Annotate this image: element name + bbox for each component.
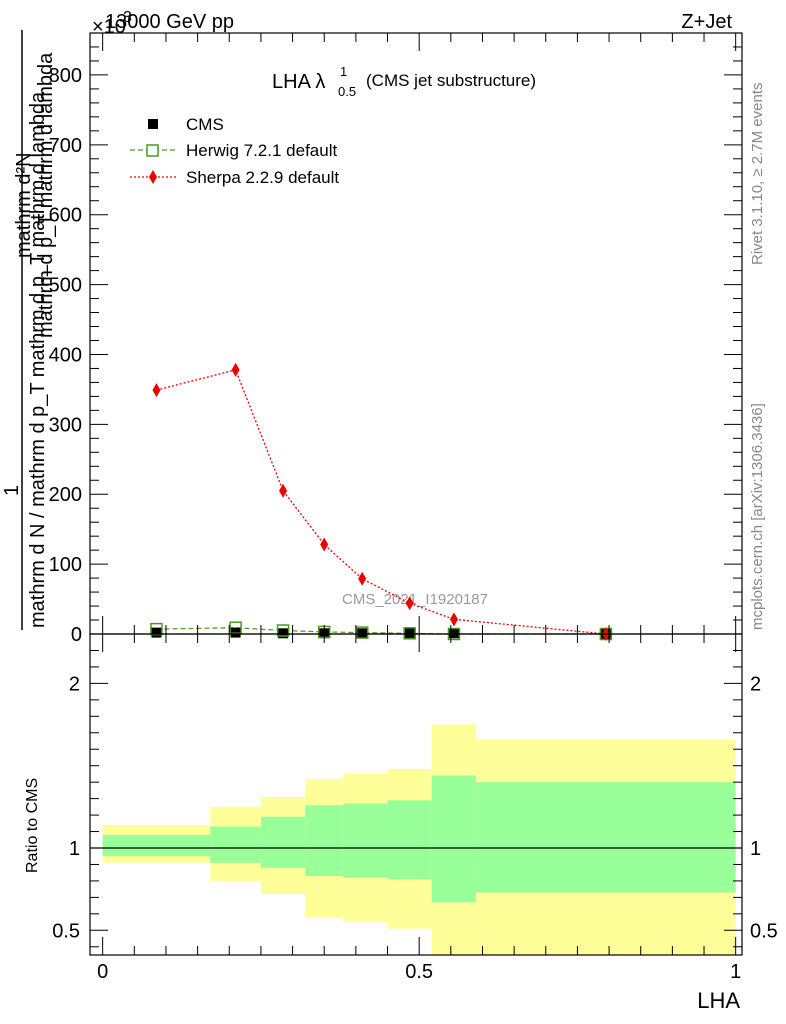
legend-item-cms: CMS — [148, 115, 224, 134]
inner-band-7 — [476, 782, 736, 893]
ratio-frame — [89, 633, 743, 956]
ratio-ytick-label-right: 0.5 — [750, 920, 778, 942]
ylabel-denominator-top: mathrm d p_T mathrm d lambda — [35, 52, 57, 338]
cms-point — [357, 628, 368, 639]
header-right: Z+Jet — [681, 11, 732, 33]
ratio-xtick-label: 0.5 — [405, 961, 433, 983]
ratio-ytick-label: 1 — [69, 838, 80, 860]
ratio-xtick-label: 0 — [97, 961, 108, 983]
cms-point — [278, 628, 289, 639]
main-ytick-label: 600 — [49, 205, 82, 227]
main-ytick-label: 300 — [49, 414, 82, 436]
legend-item-herwig: Herwig 7.2.1 default — [130, 141, 337, 160]
inner-band-5 — [387, 800, 432, 880]
main-ytick-label: 200 — [49, 484, 82, 506]
ylabel-numerator-top: mathrm d²N — [13, 152, 35, 258]
main-ytick-label: 0 — [71, 624, 82, 646]
legend: CMS Herwig 7.2.1 default Sherpa 2.2.9 de… — [130, 115, 339, 187]
legend-label-cms: CMS — [186, 115, 224, 134]
title-sup: 1 — [340, 64, 347, 79]
x-axis-label: LHA — [697, 988, 740, 1013]
herwig-point — [229, 621, 242, 634]
main-ytick-label: 500 — [49, 275, 82, 297]
legend-marker-sherpa — [149, 170, 157, 184]
ratio-xtick-label: 1 — [730, 961, 741, 983]
legend-label-herwig: Herwig 7.2.1 default — [186, 141, 337, 160]
sherpa-point — [405, 596, 414, 611]
ratio-bands — [90, 724, 742, 955]
legend-marker-herwig — [146, 144, 159, 157]
title-sub: 0.5 — [338, 84, 356, 99]
inner-band-1 — [210, 826, 261, 863]
ylabel-numerator: 1 — [1, 485, 23, 496]
cms-point — [448, 628, 459, 639]
axes: 0 100 200 300 400 500 600 700 800 0 0.5 1 0.5 0.5 1 1 2 2 — [49, 32, 778, 983]
inner-band-3 — [305, 805, 344, 876]
sherpa-point — [358, 571, 367, 586]
title-main: LHA λ — [272, 71, 325, 93]
inner-band-6 — [431, 775, 477, 903]
legend-item-sherpa: Sherpa 2.2.9 default — [130, 168, 339, 187]
watermark: CMS_2021_I1920187 — [342, 591, 488, 608]
ratio-ytick-label-right: 2 — [750, 673, 761, 695]
ratio-ytick-label: 2 — [69, 673, 80, 695]
chart-title: LHA λ 1 0.5 (CMS jet substructure) — [272, 64, 536, 99]
legend-label-sherpa: Sherpa 2.2.9 default — [186, 168, 339, 187]
exponent-power: 3 — [123, 9, 132, 26]
sherpa-point — [152, 383, 161, 398]
ratio-ytick-label: 0.5 — [52, 920, 80, 942]
sherpa-point — [449, 612, 458, 627]
herwig-point — [150, 622, 163, 636]
mcplots-label: mcplots.cern.ch [arXiv:1306.3436] — [749, 403, 766, 630]
sherpa-point — [231, 362, 240, 377]
main-ytick-label: 100 — [49, 554, 82, 576]
sherpa-point — [279, 483, 288, 498]
sherpa-line — [156, 369, 606, 635]
inner-band-0 — [102, 834, 211, 857]
main-ytick-label: 800 — [49, 65, 82, 87]
inner-band-2 — [260, 816, 306, 868]
herwig-line — [156, 627, 606, 635]
main-ytick-label: 400 — [49, 344, 82, 366]
inner-band-4 — [343, 803, 388, 878]
rivet-label: Rivet 3.1.10, ≥ 2.7M events — [749, 83, 766, 266]
herwig-point — [355, 626, 369, 639]
legend-marker-cms — [148, 119, 158, 129]
title-suffix: (CMS jet substructure) — [366, 71, 536, 90]
main-ylabel: mathrm d²N mathrm d p_T mathrm d lambda … — [1, 30, 57, 630]
ratio-ytick-label-right: 1 — [750, 838, 761, 860]
main-ytick-label: 700 — [49, 135, 82, 157]
herwig-point — [403, 627, 416, 640]
cms-point — [151, 627, 162, 638]
header-left: 13000 GeV pp — [105, 11, 234, 33]
ylabel-denominator: mathrm d N / mathrm d p_T mathrm d p_T m… — [27, 91, 49, 628]
herwig-point — [276, 624, 290, 637]
sherpa-point — [320, 537, 329, 552]
ratio-ylabel: Ratio to CMS — [24, 778, 41, 873]
cms-point — [404, 628, 415, 639]
